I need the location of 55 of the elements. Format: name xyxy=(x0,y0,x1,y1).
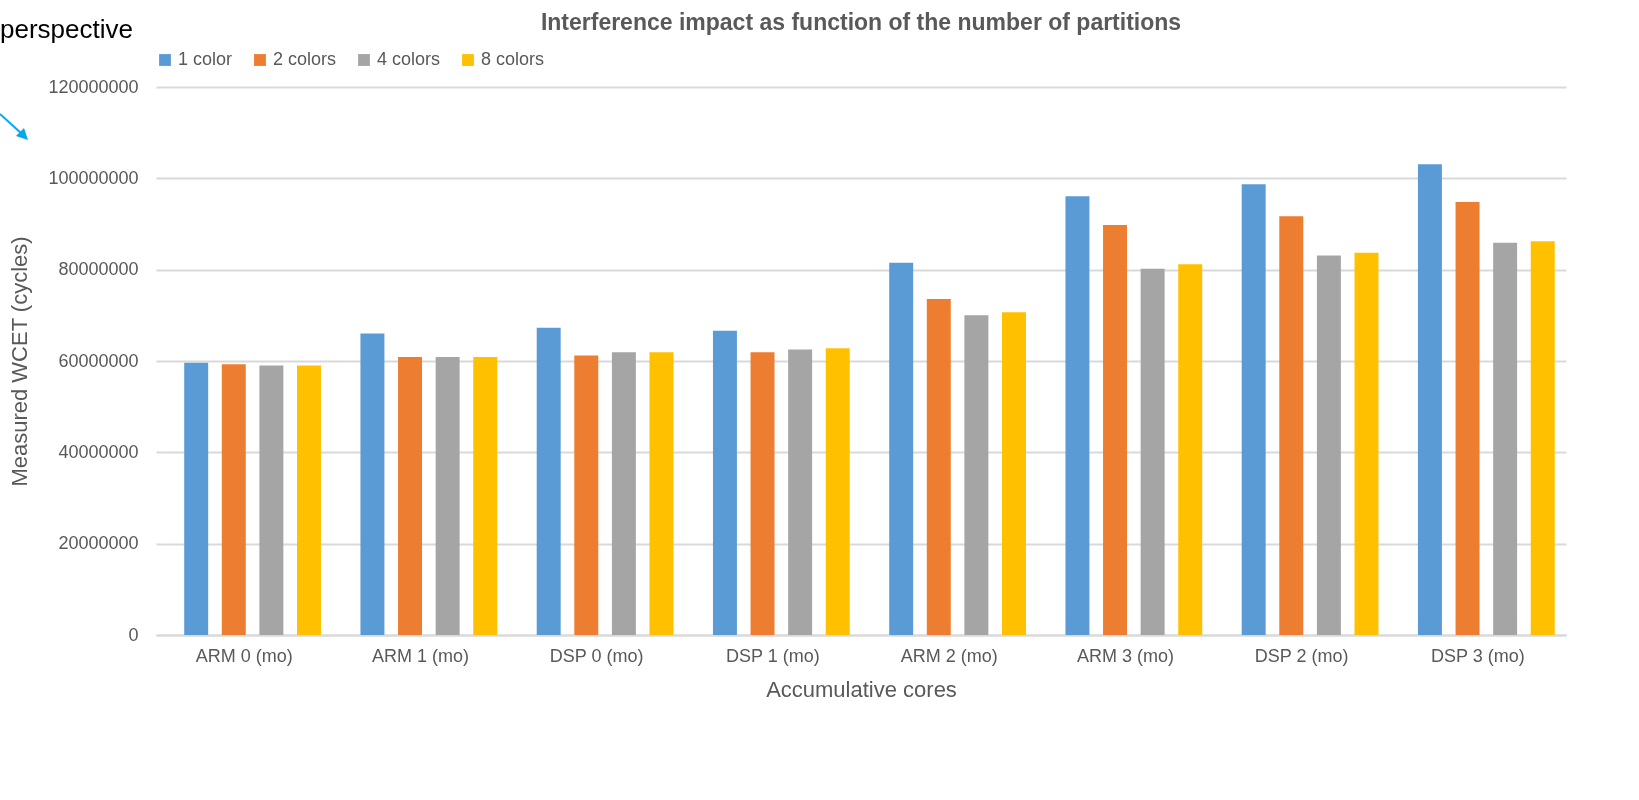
bar xyxy=(1002,312,1026,635)
bar xyxy=(712,330,737,635)
bar xyxy=(1178,264,1203,635)
bar xyxy=(184,362,209,635)
y-tick-label: 80000000 xyxy=(58,259,139,280)
bar xyxy=(536,327,561,635)
legend-label: 4 colors xyxy=(377,49,441,69)
legend-label: 8 colors xyxy=(481,49,545,69)
x-tick-label: ARM 2 (mo) xyxy=(900,645,998,666)
y-tick-label: 40000000 xyxy=(58,441,139,462)
bar xyxy=(889,262,914,635)
bar xyxy=(825,348,850,635)
x-tick-label: ARM 0 (mo) xyxy=(195,645,293,666)
bar xyxy=(473,356,498,635)
y-tick-label: 20000000 xyxy=(58,533,139,554)
x-tick-label: DSP 1 (mo) xyxy=(726,645,820,666)
bar xyxy=(1103,224,1128,635)
bar xyxy=(1530,241,1555,635)
bar xyxy=(259,365,284,635)
bar xyxy=(649,352,674,635)
bar xyxy=(750,352,775,635)
bar xyxy=(398,356,423,635)
bar xyxy=(1065,196,1090,635)
x-tick-label: DSP 3 (mo) xyxy=(1431,645,1525,666)
bar xyxy=(435,356,460,635)
bar xyxy=(1241,184,1266,635)
chart-title: Interference impact as function of the number of partitions xyxy=(540,9,1182,35)
x-tick-label: DSP 2 (mo) xyxy=(1254,645,1349,666)
bar xyxy=(221,364,246,635)
bar xyxy=(360,333,385,635)
x-tick-label: DSP 0 (mo) xyxy=(549,645,644,666)
y-tick-label: 60000000 xyxy=(58,350,139,371)
legend-label: 2 colors xyxy=(273,49,337,69)
bar xyxy=(1279,216,1304,635)
legend-label: 1 color xyxy=(178,49,233,69)
bar xyxy=(964,315,989,635)
bar xyxy=(1417,164,1442,635)
bar xyxy=(926,298,951,635)
text: perspective xyxy=(0,14,133,45)
y-axis-title: Measured WCET (cycles) xyxy=(7,236,33,487)
x-tick-label: ARM 1 (mo) xyxy=(371,645,469,666)
bar xyxy=(1316,255,1341,635)
bar xyxy=(1455,202,1480,635)
x-axis-title: Accumulative cores xyxy=(766,676,957,702)
bar xyxy=(1493,242,1518,635)
y-tick-label: 120000000 xyxy=(48,76,139,97)
bar xyxy=(1140,268,1165,635)
x-tick-label: ARM 3 (mo) xyxy=(1076,645,1174,666)
bar xyxy=(1354,252,1379,635)
bar xyxy=(297,365,321,635)
bar xyxy=(788,349,813,635)
bar xyxy=(611,352,636,635)
y-tick-label: 0 xyxy=(128,624,139,645)
bar xyxy=(574,355,599,635)
y-tick-label: 100000000 xyxy=(48,167,139,188)
